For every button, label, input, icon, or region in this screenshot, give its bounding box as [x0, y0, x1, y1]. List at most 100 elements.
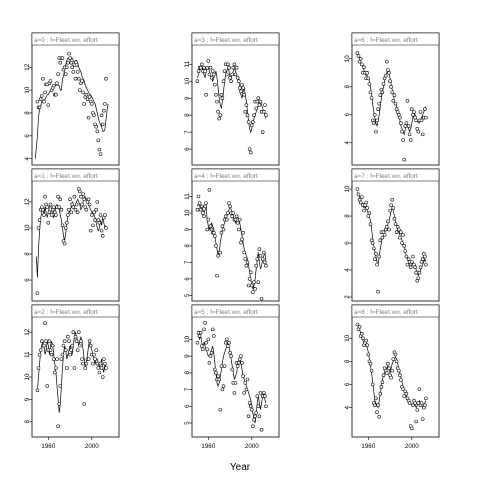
y-tick-label: 6	[184, 404, 191, 408]
observed-point	[259, 427, 264, 432]
observed-point	[218, 113, 223, 117]
observed-point	[401, 138, 405, 142]
observed-point	[393, 222, 398, 226]
y-tick-label: 8	[24, 420, 31, 424]
observed-point	[102, 357, 106, 361]
panel-strip-label: a=4 : f=Fleet wo. effort	[194, 173, 258, 180]
observed-point	[48, 202, 53, 207]
observed-point	[383, 73, 388, 78]
observed-point	[100, 375, 105, 379]
observed-point	[228, 351, 232, 355]
observed-point	[365, 71, 369, 75]
observed-point	[404, 391, 409, 396]
observed-point	[262, 250, 266, 255]
observed-point	[397, 227, 401, 232]
observed-point	[208, 65, 213, 70]
observed-point	[50, 343, 55, 348]
observed-point	[90, 213, 94, 217]
observed-point	[88, 228, 93, 233]
observed-point	[219, 93, 224, 97]
y-tick-label: 9	[184, 354, 191, 358]
observed-point	[407, 132, 412, 137]
observed-point	[410, 107, 414, 111]
observed-point	[48, 79, 53, 83]
observed-point	[242, 250, 246, 255]
y-tick-label: 10	[344, 334, 351, 341]
observed-point	[263, 394, 267, 398]
observed-point	[244, 103, 249, 107]
observed-point	[237, 79, 241, 83]
observed-point	[214, 371, 218, 375]
observed-point	[386, 219, 390, 224]
y-tick-label: 5	[184, 421, 191, 425]
observed-point	[231, 65, 236, 70]
observed-point	[227, 65, 231, 70]
observed-point	[85, 97, 90, 102]
observed-point	[373, 403, 377, 408]
observed-point	[372, 121, 376, 125]
y-tick-label: 8	[184, 113, 191, 117]
observed-point	[231, 211, 236, 215]
observed-point	[40, 339, 44, 343]
observed-point	[215, 99, 219, 104]
y-tick-label: 12	[24, 63, 31, 70]
y-tick-label: 11	[184, 61, 191, 68]
observed-point	[202, 214, 206, 219]
observed-point	[256, 96, 261, 100]
observed-point	[250, 407, 254, 412]
observed-point	[394, 359, 399, 364]
observed-point	[198, 330, 203, 335]
observed-point	[229, 79, 233, 83]
observed-point	[264, 404, 268, 409]
observed-point	[402, 394, 406, 398]
observed-point	[252, 280, 256, 284]
observed-point	[235, 364, 240, 368]
observed-point	[73, 207, 78, 212]
observed-point	[97, 221, 102, 225]
panel-strip-label: a=2 : f=Fleet wo. effort	[34, 309, 98, 316]
observed-point	[77, 76, 81, 81]
panel-frame	[191, 304, 280, 438]
observed-point	[387, 227, 391, 232]
observed-point	[59, 207, 64, 212]
observed-point	[418, 110, 423, 114]
observed-point	[209, 351, 214, 355]
observed-point	[250, 123, 254, 128]
observed-point	[209, 227, 214, 232]
observed-point	[257, 103, 262, 107]
observed-point	[380, 90, 385, 95]
observed-point	[254, 263, 258, 268]
observed-point	[96, 366, 101, 370]
observed-point	[248, 404, 253, 409]
observed-point	[209, 76, 214, 80]
observed-point	[95, 361, 100, 366]
observed-point	[65, 221, 69, 225]
y-tick-label: 11	[24, 351, 31, 358]
observed-point	[66, 334, 70, 339]
observed-point	[360, 331, 364, 336]
observed-point	[95, 200, 100, 204]
observed-point	[416, 401, 421, 405]
observed-point	[400, 241, 404, 245]
x-tick-label: 2000	[85, 443, 99, 450]
y-tick-label: 7	[184, 387, 191, 391]
observed-point	[69, 348, 73, 352]
observed-point	[380, 380, 385, 384]
observed-point	[42, 213, 46, 217]
observed-point	[219, 364, 224, 368]
observed-point	[47, 339, 52, 343]
observed-point	[413, 401, 417, 405]
observed-point	[96, 138, 101, 143]
observed-point	[413, 265, 417, 270]
panel: a=6 : f=Fleet wo. effort 4 6 8 10	[344, 32, 440, 166]
observed-point	[78, 343, 82, 348]
observed-point	[35, 291, 40, 295]
observed-point	[95, 129, 100, 134]
observed-point	[207, 188, 212, 192]
observed-point	[216, 254, 220, 258]
observed-point	[220, 96, 225, 100]
observed-point	[258, 391, 263, 395]
observed-point	[233, 217, 238, 222]
y-tick-label: 6	[344, 113, 351, 117]
